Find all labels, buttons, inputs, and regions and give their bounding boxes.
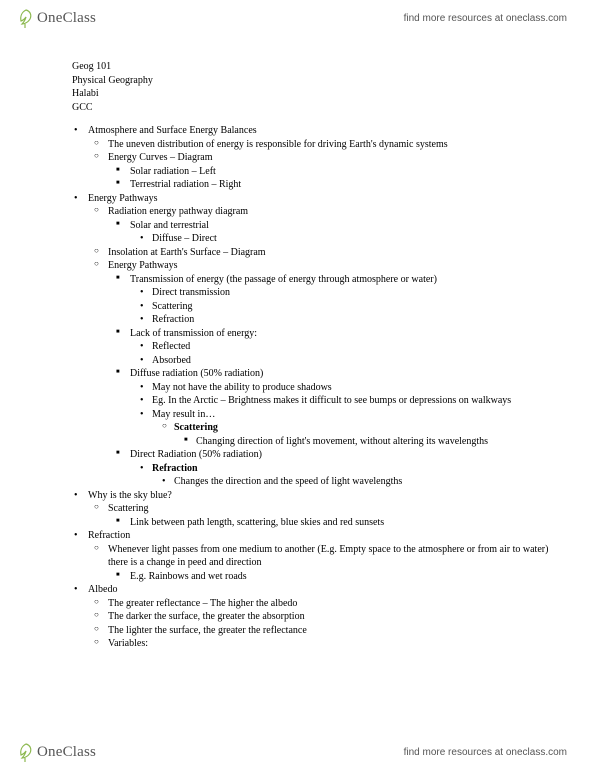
page-header: OneClass find more resources at oneclass…: [0, 0, 595, 36]
footer-tagline: find more resources at oneclass.com: [404, 747, 567, 758]
leaf-icon: [18, 8, 34, 28]
note-text: Solar radiation – Left: [130, 166, 216, 177]
note-text: Energy Curves – Diagram: [108, 152, 213, 163]
leaf-icon: [18, 742, 34, 762]
course-code: Geog 101: [72, 60, 555, 74]
note-text: Terrestrial radiation – Right: [130, 179, 241, 190]
note-text: The lighter the surface, the greater the…: [108, 625, 307, 636]
note-text: Lack of transmission of energy:: [130, 328, 257, 339]
note-text: Atmosphere and Surface Energy Balances: [88, 125, 257, 136]
course-instructor: Halabi: [72, 87, 555, 101]
note-text: Reflected: [152, 341, 190, 352]
header-tagline: find more resources at oneclass.com: [404, 13, 567, 24]
note-text: Refraction: [152, 463, 198, 474]
note-text: May result in…: [152, 409, 215, 420]
note-text: E.g. Rainbows and wet roads: [130, 571, 247, 582]
course-title: Physical Geography: [72, 74, 555, 88]
note-text: Energy Pathways: [108, 260, 178, 271]
note-text: Energy Pathways: [88, 193, 158, 204]
note-text: Refraction: [152, 314, 194, 325]
page-footer: OneClass find more resources at oneclass…: [0, 734, 595, 770]
brand-name: OneClass: [37, 10, 96, 27]
note-text: Solar and terrestrial: [130, 220, 209, 231]
note-text: The uneven distribution of energy is res…: [108, 139, 448, 150]
note-text: Why is the sky blue?: [88, 490, 172, 501]
note-text: Scattering: [108, 503, 149, 514]
note-text: Link between path length, scattering, bl…: [130, 517, 384, 528]
brand-logo: OneClass: [18, 742, 96, 762]
note-text: Direct transmission: [152, 287, 230, 298]
note-text: Transmission of energy (the passage of e…: [130, 274, 437, 285]
note-text: Whenever light passes from one medium to…: [108, 544, 548, 569]
note-text: Diffuse radiation (50% radiation): [130, 368, 263, 379]
note-text: Scattering: [152, 301, 193, 312]
note-text: Albedo: [88, 584, 117, 595]
note-text: Insolation at Earth's Surface – Diagram: [108, 247, 266, 258]
course-school: GCC: [72, 101, 555, 115]
document-body: Geog 101 Physical Geography Halabi GCC A…: [72, 60, 555, 651]
brand-name: OneClass: [37, 744, 96, 761]
note-text: Eg. In the Arctic – Brightness makes it …: [152, 395, 511, 406]
note-text: The greater reflectance – The higher the…: [108, 598, 297, 609]
note-text: Changes the direction and the speed of l…: [174, 476, 402, 487]
note-text: Direct Radiation (50% radiation): [130, 449, 262, 460]
note-text: Variables:: [108, 638, 148, 649]
note-text: Scattering: [174, 422, 218, 433]
notes-outline: Atmosphere and Surface Energy Balances T…: [72, 124, 555, 651]
note-text: May not have the ability to produce shad…: [152, 382, 332, 393]
brand-logo: OneClass: [18, 8, 96, 28]
note-text: Diffuse – Direct: [152, 233, 217, 244]
note-text: Refraction: [88, 530, 130, 541]
note-text: Changing direction of light's movement, …: [196, 436, 488, 447]
note-text: The darker the surface, the greater the …: [108, 611, 305, 622]
note-text: Radiation energy pathway diagram: [108, 206, 248, 217]
course-info: Geog 101 Physical Geography Halabi GCC: [72, 60, 555, 114]
note-text: Absorbed: [152, 355, 191, 366]
